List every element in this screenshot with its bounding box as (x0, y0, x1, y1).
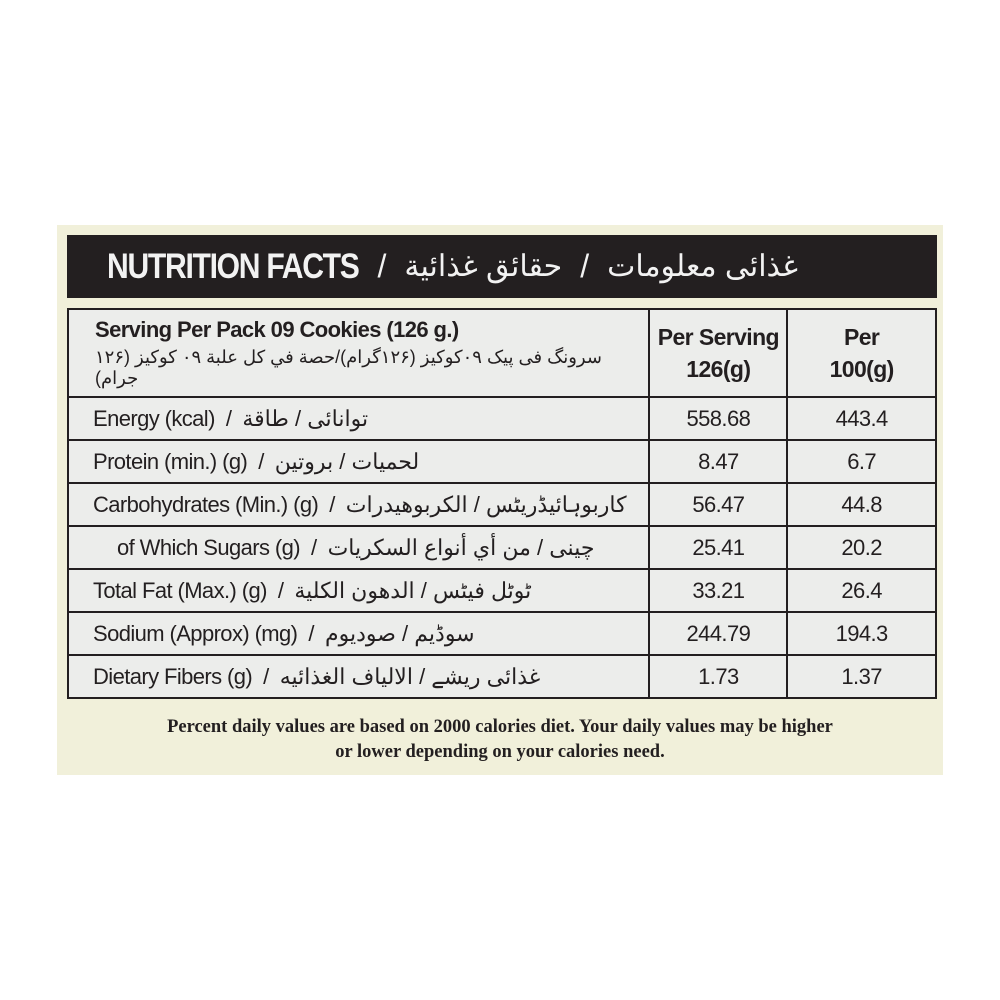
nutrient-name-ar: سوڈیم / صوديوم (324, 620, 475, 646)
col-per-serving-sub: 126(g) (686, 356, 751, 382)
nutrient-name-ar: چینی / من أي أنواع السكريات (327, 534, 595, 560)
per-100g-value: 6.7 (786, 439, 937, 484)
table-row: Sodium (Approx) (mg) / سوڈیم / صوديوم 24… (66, 611, 937, 656)
col-per-serving: Per Serving (657, 324, 780, 350)
per-100g-value: 44.8 (786, 482, 937, 527)
per-100g-value: 26.4 (786, 568, 937, 613)
table-row: Energy (kcal) / توانائی / طاقة 558.68 44… (66, 396, 937, 441)
nutrient-name-en: Sodium (Approx) (mg) (93, 620, 298, 646)
serving-info-ar: سرونگ فی پیک ۰۹کوکیز (۱۲۶گرام)/حصة في كل… (95, 347, 603, 388)
per-serving-value: 56.47 (648, 482, 789, 527)
title-en: NUTRITION FACTS (107, 246, 360, 286)
per-100g-value: 20.2 (786, 525, 937, 570)
per-serving-value: 8.47 (648, 439, 789, 484)
per-serving-value: 25.41 (648, 525, 789, 570)
per-100g-value: 443.4 (786, 396, 937, 441)
title-ar: حقائق غذائية (404, 250, 563, 283)
nutrient-name-ar: غذائی ریشے / الالياف الغذائيه (279, 663, 541, 689)
per-100g-value: 194.3 (786, 611, 937, 656)
nutrient-name-ar: لحميات / بروتين (274, 448, 420, 474)
title-band: NUTRITION FACTS / حقائق غذائية / غذائی م… (67, 235, 937, 298)
nutrient-name-en: Carbohydrates (Min.) (g) (93, 491, 319, 517)
title-ur: غذائی معلومات (607, 250, 798, 283)
table-row: Carbohydrates (Min.) (g) / كاربوہائیڈریٹ… (66, 482, 937, 527)
table-row: Dietary Fibers (g) / غذائی ریشے / الاليا… (66, 654, 937, 699)
table-row: of Which Sugars (g) / چینی / من أي أنواع… (66, 525, 937, 570)
title-separator: / (377, 248, 387, 284)
nutrient-name-ar: توانائی / طاقة (242, 405, 369, 431)
footnote: Percent daily values are based on 2000 c… (57, 715, 943, 765)
nutrient-name-en: Protein (min.) (g) (93, 448, 248, 474)
nutrient-name-en: Total Fat (Max.) (g) (93, 577, 267, 603)
nutrition-label: NUTRITION FACTS / حقائق غذائية / غذائی م… (57, 225, 943, 775)
footnote-line-2: or lower depending on your calories need… (335, 742, 665, 762)
nutrient-name-en: of Which Sugars (g) (117, 534, 301, 560)
nutrient-name-ar: كاربوہائیڈریٹس / الكربوهيدرات (345, 491, 627, 517)
table-header-row: Serving Per Pack 09 Cookies (126 g.) سرو… (66, 308, 937, 398)
table-row: Total Fat (Max.) (g) / ٹوٹل فیٹس / الدهو… (66, 568, 937, 613)
nutrition-table: Serving Per Pack 09 Cookies (126 g.) سرو… (66, 308, 937, 699)
per-serving-value: 244.79 (648, 611, 789, 656)
title-separator-2: / (580, 248, 590, 284)
per-100g-value: 1.37 (786, 654, 937, 699)
per-serving-value: 1.73 (648, 654, 789, 699)
per-serving-value: 558.68 (648, 396, 789, 441)
per-serving-value: 33.21 (648, 568, 789, 613)
nutrient-name-en: Dietary Fibers (g) (93, 663, 253, 689)
table-row: Protein (min.) (g) / لحميات / بروتين 8.4… (66, 439, 937, 484)
nutrient-name-en: Energy (kcal) (93, 405, 215, 431)
col-per-100-sub: 100(g) (829, 356, 895, 382)
serving-info-en: Serving Per Pack 09 Cookies (126 g.) (95, 317, 459, 342)
col-per-100: Per (843, 324, 880, 350)
footnote-line-1: Percent daily values are based on 2000 c… (167, 717, 833, 737)
nutrient-name-ar: ٹوٹل فیٹس / الدهون الكلية (294, 577, 532, 603)
